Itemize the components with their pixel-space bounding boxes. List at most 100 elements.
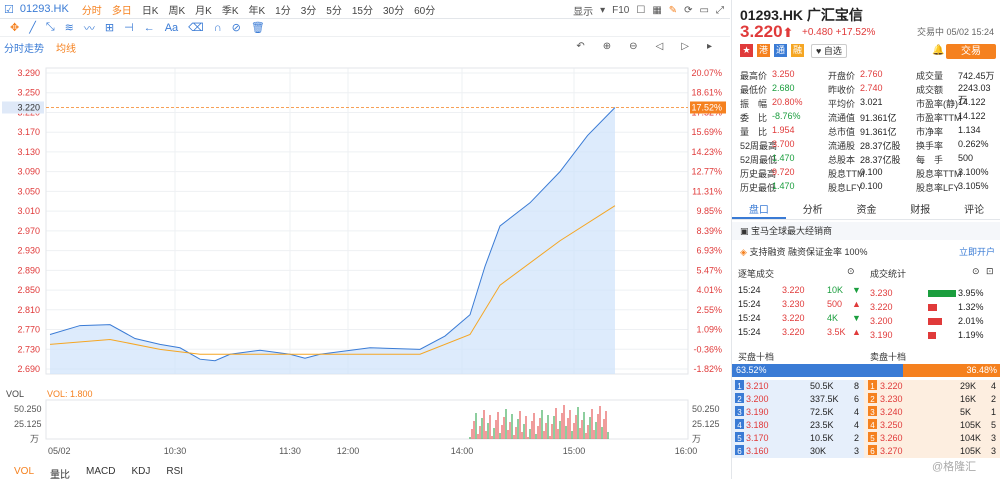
check-icon[interactable]: ☑	[4, 3, 14, 16]
indicator-macd[interactable]: MACD	[86, 466, 116, 477]
ray-tool-icon[interactable]: ⤡	[45, 21, 55, 33]
quote-label: 换手率	[916, 141, 944, 151]
bell-icon[interactable]: 🔔	[932, 45, 945, 56]
drawing-toolbar: ✥ ╱ ⤡ ≋ 〰 ⊞ ⊣ ← Aa ⌫ ∩ ⊘ 🗑	[0, 19, 730, 37]
period-30m[interactable]: 30分	[382, 5, 405, 17]
y-tick-right: -1.82%	[693, 364, 722, 374]
wave-tool-icon[interactable]: 〰	[83, 22, 95, 35]
period-quarter[interactable]: 季K	[221, 5, 239, 17]
vol-y-unit-right: 万	[692, 434, 702, 444]
stats-settings-icon[interactable]: ⊙	[972, 266, 980, 276]
y-tick-right: 4.01%	[696, 285, 722, 295]
stats-price: 3.230	[870, 288, 893, 298]
order-book-row: 5 3.170 10.5K 2 5 3.260 104K 3	[732, 432, 1000, 445]
indicator-kdj[interactable]: KDJ	[131, 466, 151, 477]
quote-value: 14.122	[958, 97, 986, 107]
indicator-rsi[interactable]: RSI	[166, 466, 184, 477]
channel-tool-icon[interactable]: ≋	[64, 22, 74, 34]
order-book-cell: 3.160	[746, 446, 769, 456]
prev-icon[interactable]: ◁	[655, 41, 664, 52]
quote-row: 最低价 2.680 昨收价 2.740 成交额 2243.03万	[740, 83, 998, 105]
period-3m[interactable]: 3分	[300, 5, 317, 17]
stock-title: 01293.HK 广汇宝信	[740, 7, 863, 23]
stats-pct: 1.19%	[958, 330, 984, 340]
order-book-cell: 4	[991, 381, 997, 391]
ask-title: 卖盘十档	[870, 352, 907, 362]
stats-expand-icon[interactable]: ⊡	[986, 266, 994, 276]
period-multiday[interactable]: 多日	[111, 5, 132, 17]
refresh-icon[interactable]: ⟳	[684, 5, 693, 16]
period-month[interactable]: 月K	[195, 5, 212, 17]
watchlist-button[interactable]: ♥ 自选	[811, 44, 847, 58]
text-tool-icon[interactable]: Aa	[164, 21, 179, 34]
quote-label: 历史最高	[740, 169, 777, 179]
tab-capital[interactable]: 资金	[856, 205, 877, 216]
fib-tool-icon[interactable]: ⊞	[104, 22, 115, 34]
period-day[interactable]: 日K	[141, 5, 159, 17]
period-60m[interactable]: 60分	[414, 5, 436, 17]
collapse-icon[interactable]: ▸	[706, 41, 712, 52]
tab-intraday-trend[interactable]: 分时走势	[4, 43, 44, 55]
zoom-out-icon[interactable]: ⊖	[629, 41, 638, 52]
chevron-down-icon[interactable]: ▾	[600, 5, 606, 16]
y-tick-left: 3.090	[17, 167, 40, 177]
quote-value: 3.250	[772, 69, 795, 79]
quote-label: 昨收价	[828, 85, 856, 95]
tab-comments[interactable]: 评论	[964, 205, 985, 216]
indicator-volume-ratio[interactable]: 量比	[50, 470, 71, 481]
vol-border	[45, 399, 689, 440]
order-book-cell: 3.220	[880, 381, 903, 391]
period-week[interactable]: 周K	[168, 5, 186, 17]
last-price-box-right	[690, 101, 726, 114]
period-year[interactable]: 年K	[248, 5, 266, 17]
undo-icon[interactable]: ↶	[576, 41, 585, 52]
trade-cell: 3.220	[782, 327, 805, 337]
period-intraday[interactable]: 分时	[81, 5, 102, 17]
order-book-cell: 3	[854, 446, 860, 456]
period-5m[interactable]: 5分	[326, 5, 342, 17]
trash-icon[interactable]: 🗑	[250, 22, 265, 34]
y-tick-left: 2.890	[17, 265, 40, 275]
tab-analysis[interactable]: 分析	[802, 205, 823, 216]
checkbox-icon[interactable]: ☐	[636, 5, 646, 16]
pencil-icon[interactable]: ✎	[668, 5, 678, 16]
measure-tool-icon[interactable]: ⊣	[124, 22, 134, 34]
y-tick-left: 3.250	[17, 88, 40, 98]
intraday-chart[interactable]: 3.290 3.250 3.220 3.170 3.130 3.090 3.050 3.010…	[0, 56, 730, 479]
trade-button[interactable]: 交易	[946, 44, 996, 59]
trade-cell: 15:24	[738, 313, 761, 323]
quote-value: 3.100%	[958, 167, 989, 177]
magnet-icon[interactable]: ∩	[213, 21, 222, 34]
period-1m[interactable]: 1分	[275, 5, 291, 17]
y-tick-left: 2.810	[17, 305, 40, 315]
quote-label: 最高价	[740, 71, 768, 81]
zoom-in-icon[interactable]: ⊕	[602, 41, 612, 52]
expand-icon[interactable]: ⤢	[716, 5, 724, 16]
tab-orderbook[interactable]: 盘口	[732, 202, 786, 219]
display-menu[interactable]: 显示	[573, 7, 594, 18]
news-bar[interactable]: ▣ 宝马全球最大经销商	[732, 222, 1000, 240]
period-15m[interactable]: 15分	[351, 5, 373, 17]
y-tick-right: 1.09%	[696, 325, 722, 335]
open-account-link[interactable]: 立即开户	[958, 247, 995, 257]
watermark: @格隆汇	[932, 461, 977, 473]
lock-icon[interactable]: ⊘	[231, 22, 241, 34]
crosshair-icon[interactable]: ✥	[10, 22, 20, 34]
order-book-cell: 5K	[960, 407, 972, 417]
eraser-icon[interactable]: ⌫	[188, 22, 204, 34]
up-arrow-icon: ⬆	[782, 25, 794, 40]
price-line	[49, 107, 616, 362]
arrow-tool-icon[interactable]: ←	[143, 21, 155, 34]
tab-financials[interactable]: 财报	[910, 205, 931, 216]
trades-settings-icon[interactable]: ⊙	[847, 266, 855, 276]
window-icon[interactable]: ▭	[699, 5, 709, 16]
next-icon[interactable]: ▷	[681, 41, 689, 52]
quote-label: 总市值	[828, 127, 856, 137]
indicator-vol[interactable]: VOL	[14, 466, 35, 477]
grid-icon[interactable]: ▦	[652, 5, 662, 16]
vol-y-unit: 万	[30, 434, 40, 444]
f10-button[interactable]: F10	[612, 5, 630, 16]
y-tick-left: 2.770	[17, 325, 40, 335]
tab-average-line[interactable]: 均线	[56, 43, 76, 55]
line-tool-icon[interactable]: ╱	[29, 22, 36, 34]
